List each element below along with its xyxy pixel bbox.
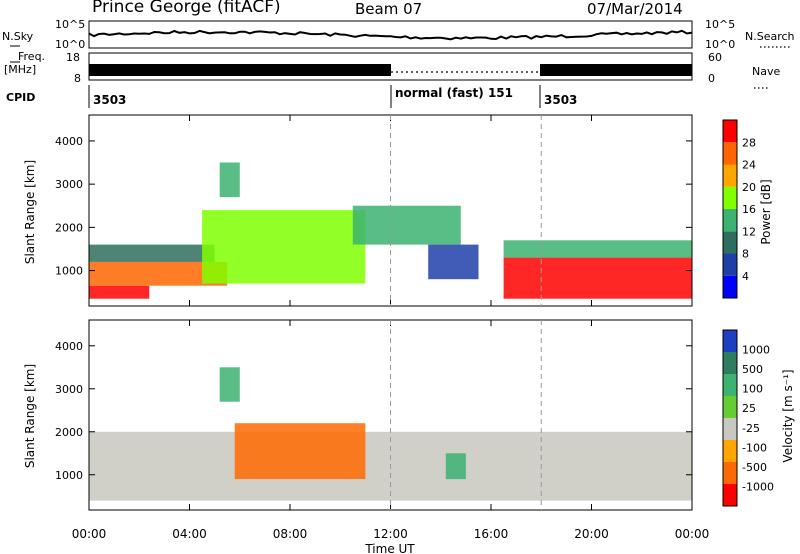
velocity-region-12 bbox=[219, 367, 240, 402]
velocity-ytick-label: 3000 bbox=[55, 383, 83, 396]
power-colorbar-swatch bbox=[723, 186, 737, 210]
power-ytick-label: 3000 bbox=[55, 178, 83, 191]
power-region-4 bbox=[202, 210, 366, 284]
power-colorbar-swatch bbox=[723, 209, 737, 232]
noise-trace bbox=[88, 29, 693, 41]
power-colorbar-swatch bbox=[723, 275, 737, 299]
x-tick-label: 00:00 bbox=[675, 527, 710, 541]
velocity-ylabel: Slant Range [km] bbox=[23, 364, 37, 468]
velocity-region-13 bbox=[445, 453, 466, 480]
power-colorbar-tick: 20 bbox=[742, 181, 756, 194]
freq-left-tick-top: 18 bbox=[66, 51, 80, 64]
power-region-8 bbox=[503, 257, 692, 299]
cpid-label: CPID bbox=[6, 91, 35, 104]
cpid-segment-1: 3503 bbox=[93, 93, 126, 107]
nave-label: Nave bbox=[752, 65, 780, 78]
velocity-colorbar-tick: 25 bbox=[742, 402, 756, 415]
cpid-segment-2: normal (fast) 151 bbox=[395, 86, 513, 100]
noise-panel-frame bbox=[88, 20, 693, 49]
velocity-colorbar-swatch bbox=[723, 484, 737, 506]
power-ylabel: Slant Range [km] bbox=[23, 160, 37, 264]
velocity-colorbar-tick: -25 bbox=[742, 422, 760, 435]
power-colorbar-swatch bbox=[723, 164, 737, 187]
velocity-colorbar-swatch bbox=[723, 396, 737, 418]
power-colorbar-tick: 24 bbox=[742, 159, 756, 172]
freq-right-tick-bottom: 0 bbox=[708, 72, 715, 85]
noise-right-tick-bottom: 10^0 bbox=[705, 38, 735, 51]
noise-left-tick-bottom: 10^0 bbox=[55, 38, 85, 51]
velocity-colorbar-label: Velocity [m s⁻¹] bbox=[781, 369, 795, 462]
velocity-ytick-label: 1000 bbox=[55, 469, 83, 482]
freq-bar-2 bbox=[540, 64, 692, 76]
noise-right-tick-top: 10^5 bbox=[705, 18, 735, 31]
power-region-7 bbox=[428, 244, 479, 280]
velocity-colorbar-swatch bbox=[723, 330, 737, 352]
power-colorbar-tick: 16 bbox=[742, 203, 756, 216]
date-title: 07/Mar/2014 bbox=[587, 0, 683, 18]
x-tick-label: 20:00 bbox=[574, 527, 609, 541]
velocity-colorbar-tick: -500 bbox=[742, 461, 767, 474]
power-colorbar-tick: 4 bbox=[742, 270, 749, 283]
x-tick-label: 12:00 bbox=[373, 527, 408, 541]
power-colorbar-tick: 8 bbox=[742, 248, 749, 261]
velocity-colorbar-tick: -100 bbox=[742, 441, 767, 454]
power-colorbar-frame bbox=[722, 119, 738, 299]
power-region-3 bbox=[89, 244, 215, 262]
velocity-colorbar-frame bbox=[722, 329, 738, 507]
noise-right-label: N.Search bbox=[745, 30, 795, 43]
x-tick-label: 00:00 bbox=[72, 527, 107, 541]
power-colorbar-swatch bbox=[723, 253, 737, 276]
velocity-colorbar-swatch bbox=[723, 352, 737, 374]
velocity-colorbar-swatch bbox=[723, 374, 737, 396]
power-colorbar-swatch bbox=[723, 120, 737, 143]
x-tick-label: 16:00 bbox=[474, 527, 509, 541]
velocity-colorbar-swatch bbox=[723, 418, 737, 440]
velocity-colorbar-tick: -1000 bbox=[742, 480, 774, 493]
velocity-ytick-label: 4000 bbox=[55, 340, 83, 353]
freq-label-bottom: [MHz] bbox=[4, 63, 36, 76]
power-region-6 bbox=[352, 205, 461, 245]
freq-label-top: Freq. bbox=[18, 50, 45, 63]
x-axis-label: Time UT bbox=[364, 542, 415, 554]
power-colorbar-tick: 28 bbox=[742, 136, 756, 149]
cpid-segment-3: 3503 bbox=[544, 93, 577, 107]
noise-left-tick-top: 10^5 bbox=[55, 18, 85, 31]
velocity-colorbar-tick: 1000 bbox=[742, 344, 770, 357]
velocity-colorbar-swatch bbox=[723, 440, 737, 462]
freq-left-tick-bottom: 8 bbox=[74, 72, 81, 85]
velocity-colorbar-swatch bbox=[723, 462, 737, 484]
power-colorbar-tick: 12 bbox=[742, 225, 756, 238]
freq-right-tick-top: 60 bbox=[708, 51, 722, 64]
power-colorbar-swatch bbox=[723, 142, 737, 165]
power-region-9 bbox=[503, 240, 692, 258]
power-region-5 bbox=[219, 162, 240, 198]
power-colorbar-label: Power [dB] bbox=[759, 179, 773, 244]
beam-title: Beam 07 bbox=[355, 0, 423, 18]
x-tick-label: 08:00 bbox=[273, 527, 308, 541]
x-tick-label: 04:00 bbox=[172, 527, 207, 541]
velocity-region-11 bbox=[234, 423, 366, 480]
site-title: Prince George (fitACF) bbox=[92, 0, 281, 17]
velocity-colorbar-tick: 100 bbox=[742, 383, 763, 396]
noise-left-label: N.Sky bbox=[2, 30, 34, 43]
power-region-1 bbox=[89, 285, 150, 299]
power-colorbar-swatch bbox=[723, 231, 737, 254]
velocity-colorbar-tick: 500 bbox=[742, 363, 763, 376]
velocity-ytick-label: 2000 bbox=[55, 426, 83, 439]
freq-bar-1 bbox=[89, 64, 391, 76]
power-region-2 bbox=[89, 261, 228, 286]
power-ytick-label: 4000 bbox=[55, 135, 83, 148]
power-ytick-label: 1000 bbox=[55, 265, 83, 278]
power-ytick-label: 2000 bbox=[55, 221, 83, 234]
